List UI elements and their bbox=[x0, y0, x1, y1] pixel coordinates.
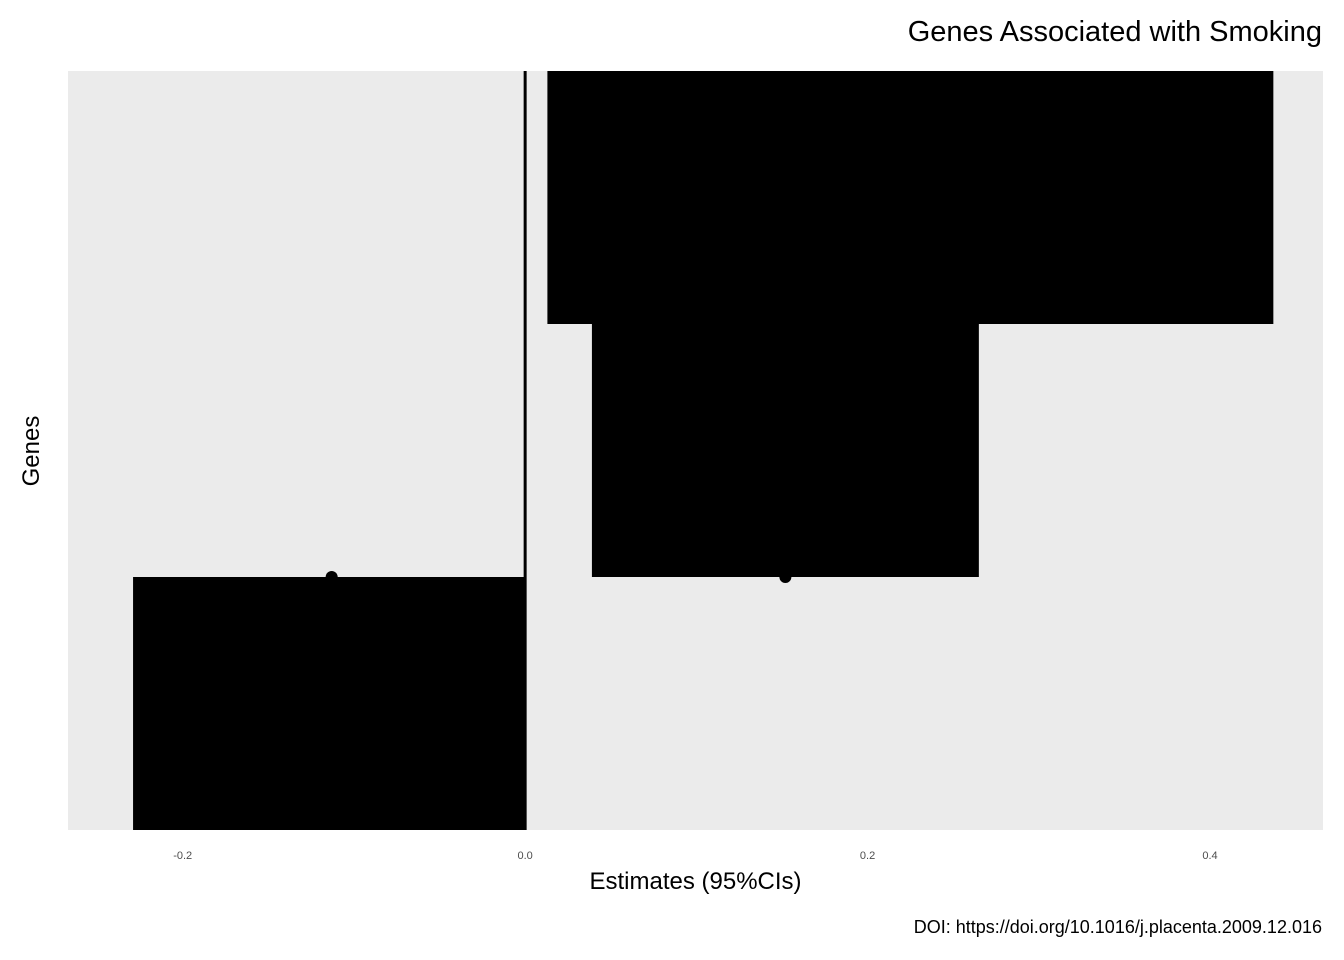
doi-caption: DOI: https://doi.org/10.1016/j.placenta.… bbox=[913, 917, 1322, 937]
x-axis-label: Estimates (95%CIs) bbox=[589, 868, 802, 895]
estimate-point-1 bbox=[325, 571, 338, 583]
x-axis-ticks: -0.2 0.0 0.2 0.4 bbox=[173, 850, 1217, 862]
x-tick-label: 0.2 bbox=[860, 850, 875, 862]
x-tick-label: 0.4 bbox=[1202, 850, 1217, 862]
y-axis-label: Genes bbox=[18, 415, 45, 487]
ci-band-1 bbox=[133, 577, 526, 830]
chart-title: Genes Associated with Smoking bbox=[907, 16, 1322, 48]
estimate-point-2 bbox=[779, 571, 792, 583]
estimate-point-3 bbox=[779, 318, 792, 330]
ci-band-3 bbox=[547, 71, 1274, 324]
ci-band-2 bbox=[591, 324, 979, 577]
x-tick-label: 0.0 bbox=[517, 850, 532, 862]
x-tick-label: -0.2 bbox=[173, 850, 192, 862]
plot-marks bbox=[133, 71, 1274, 830]
